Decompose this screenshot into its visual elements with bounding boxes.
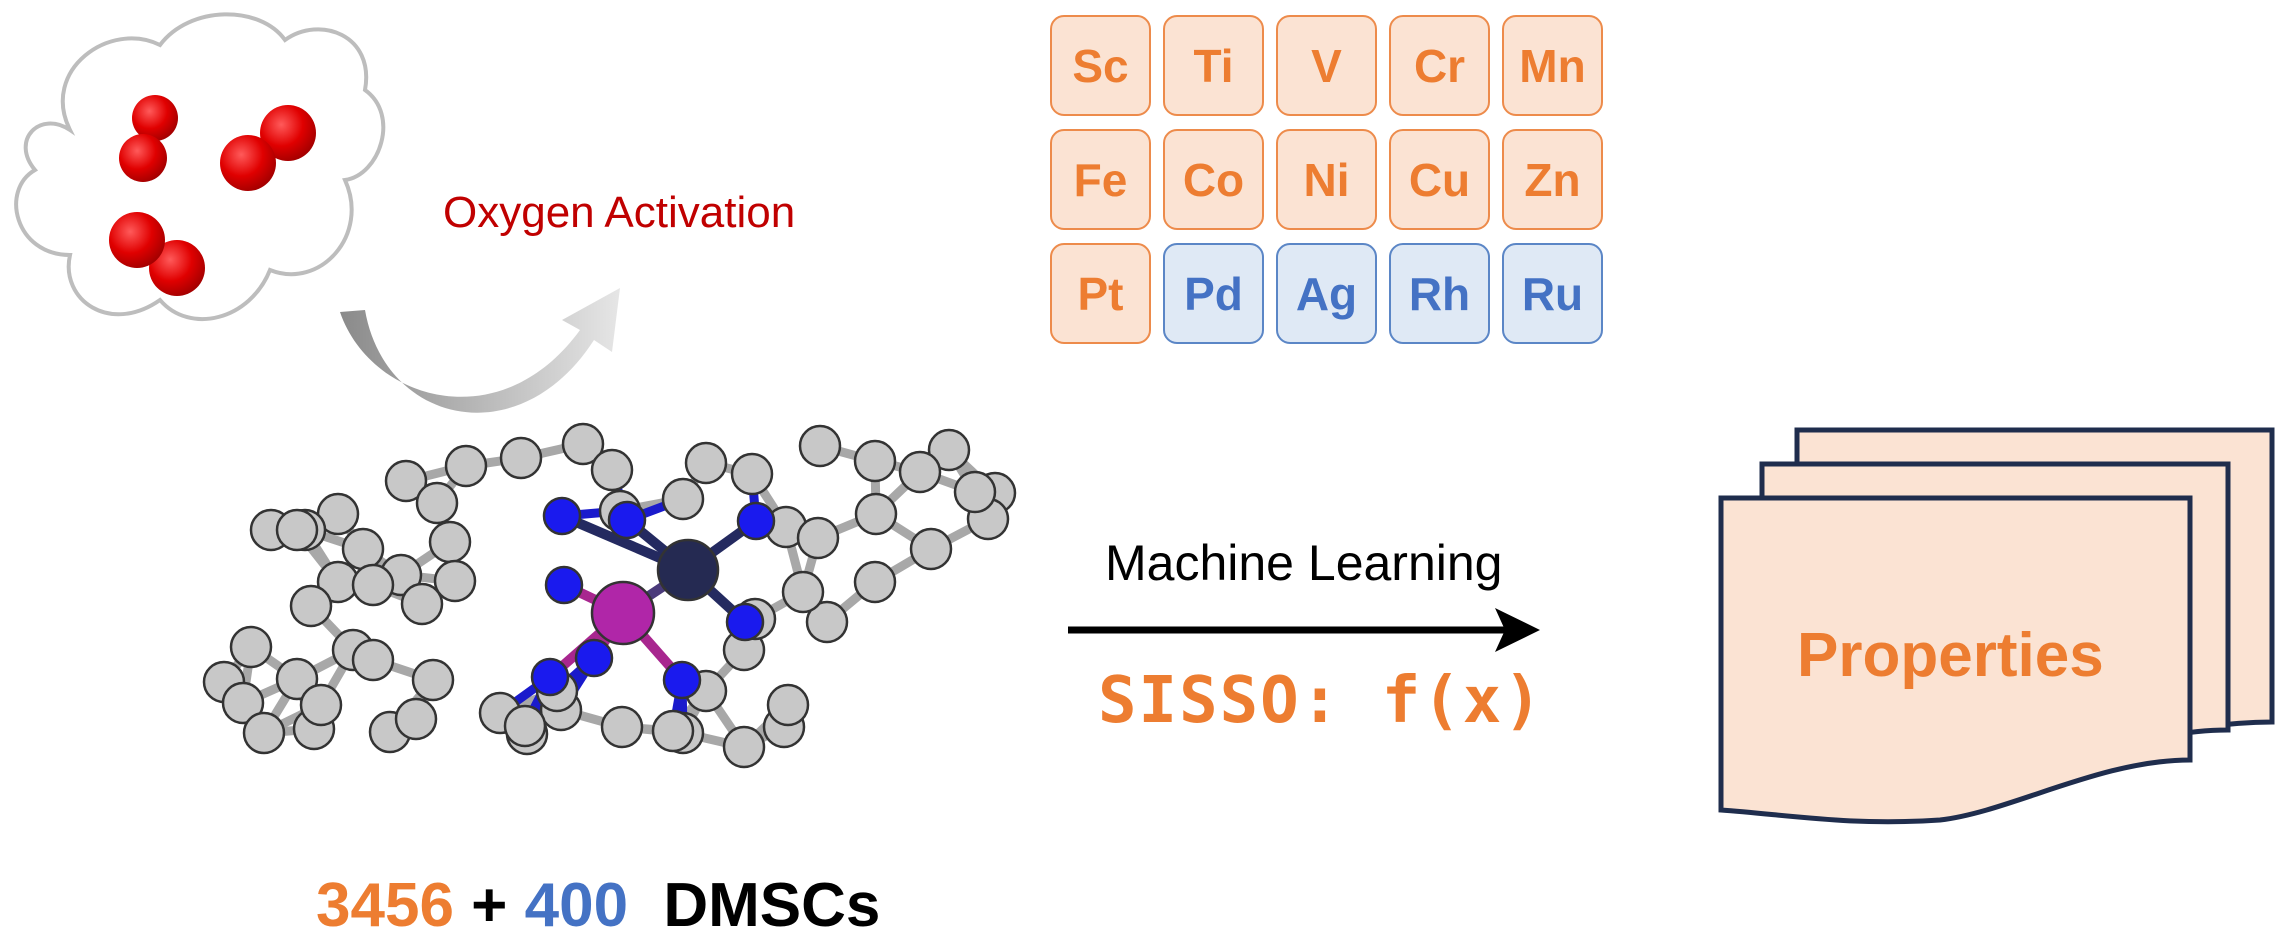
carbon-atom: [411, 658, 455, 702]
metal-atom-dark: [656, 538, 720, 602]
carbon-atom: [384, 459, 428, 503]
carbon-atom: [242, 711, 286, 755]
nitrogen-atom: [725, 602, 765, 642]
carbon-atom: [651, 709, 695, 753]
element-tile-co: Co: [1163, 129, 1264, 230]
transition-metal-grid: Sc Ti V Cr Mn Fe Co Ni Cu Zn Pt Pd Ag Rh Ru: [1050, 15, 1615, 350]
curved-arrow-icon: [340, 288, 620, 413]
carbon-atom: [661, 477, 705, 521]
nitrogen-atom: [736, 501, 776, 541]
carbon-atom: [798, 424, 842, 468]
carbon-atom: [805, 600, 849, 644]
carbon-atom: [444, 444, 488, 488]
carbon-atom: [854, 492, 898, 536]
count-primary: 3456: [316, 871, 454, 940]
carbon-atom: [909, 527, 953, 571]
element-tile-sc: Sc: [1050, 15, 1151, 116]
carbon-atom: [221, 681, 265, 725]
oxygen-atom: [149, 240, 205, 296]
carbon-atom: [341, 527, 385, 571]
carbon-atom: [400, 582, 444, 626]
carbon-atom: [853, 560, 897, 604]
count-plus: +: [471, 871, 508, 940]
element-tile-mn: Mn: [1502, 15, 1603, 116]
carbon-atom: [275, 508, 319, 552]
element-tile-cu: Cu: [1389, 129, 1490, 230]
carbon-atom: [853, 439, 897, 483]
nitrogen-atom: [574, 638, 614, 678]
carbon-atom: [428, 520, 472, 564]
element-tile-pd: Pd: [1163, 243, 1264, 344]
element-tile-rh: Rh: [1389, 243, 1490, 344]
carbon-atom: [927, 428, 971, 472]
carbon-atom: [289, 584, 333, 628]
cloud-outline: [14, 12, 386, 322]
element-tile-v: V: [1276, 15, 1377, 116]
element-tile-ru: Ru: [1502, 243, 1603, 344]
element-tile-pt: Pt: [1050, 243, 1151, 344]
carbon-atom: [781, 570, 825, 614]
catalyst-structure: [202, 422, 1017, 769]
carbon-atom: [561, 422, 605, 466]
element-tile-zn: Zn: [1502, 129, 1603, 230]
carbon-atom: [351, 638, 395, 682]
document-page-front: [1718, 495, 2193, 825]
carbon-atom: [394, 697, 438, 741]
carbon-atom: [503, 704, 547, 748]
oxygen-atom: [132, 95, 178, 141]
element-tile-cr: Cr: [1389, 15, 1490, 116]
properties-label: Properties: [1797, 621, 2104, 690]
carbon-atom: [590, 448, 634, 492]
element-tile-ni: Ni: [1276, 129, 1377, 230]
carbon-atom: [275, 657, 319, 701]
element-tile-ag: Ag: [1276, 243, 1377, 344]
carbon-atom: [433, 559, 477, 603]
oxygen-activation-label: Oxygen Activation: [443, 188, 796, 237]
count-suffix: DMSCs: [663, 871, 881, 940]
nitrogen-atom: [607, 500, 647, 540]
carbon-atom: [953, 470, 997, 514]
oxygen-atom: [220, 135, 276, 191]
properties-document-stack: [1718, 427, 2275, 825]
carbon-atom: [684, 441, 728, 485]
carbon-atom: [299, 683, 343, 727]
carbon-atom: [415, 481, 459, 525]
oxygen-atom: [260, 105, 316, 161]
carbon-atom: [499, 436, 543, 480]
dmsc-count: 3456 + 400 DMSCs: [316, 870, 880, 941]
sisso-formula-label: SISSO: f(x): [1098, 664, 1544, 738]
element-tile-ti: Ti: [1163, 15, 1264, 116]
carbon-atom: [351, 563, 395, 607]
element-tile-fe: Fe: [1050, 129, 1151, 230]
count-secondary: 400: [524, 871, 629, 940]
oxygen-atom: [119, 134, 167, 182]
carbon-atom: [722, 725, 766, 769]
carbon-atom: [898, 450, 942, 494]
machine-learning-label: Machine Learning: [1105, 535, 1503, 591]
nitrogen-atom: [530, 657, 570, 697]
machine-learning-arrow: [1068, 608, 1540, 652]
carbon-atom: [796, 516, 840, 560]
carbon-atom: [600, 705, 644, 749]
nitrogen-atom: [544, 565, 584, 605]
nitrogen-atom: [662, 660, 702, 700]
oxygen-atom: [109, 212, 165, 268]
metal-atom-magenta: [590, 580, 656, 646]
carbon-atom: [766, 683, 810, 727]
carbon-atom: [229, 625, 273, 669]
carbon-atom: [730, 452, 774, 496]
nitrogen-atom: [542, 496, 582, 536]
oxygen-cloud: [14, 12, 386, 322]
